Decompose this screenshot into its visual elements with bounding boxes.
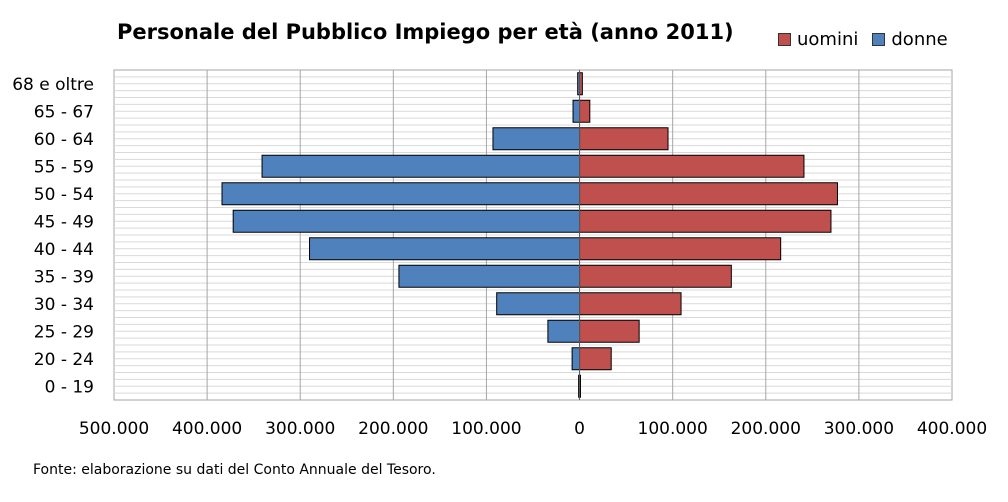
y-tick-label: 25 - 29 xyxy=(34,322,94,342)
bar-uomini xyxy=(579,99,591,123)
x-tick-label: 400.000 xyxy=(917,419,987,439)
bar-uomini xyxy=(579,347,612,371)
bar-donne xyxy=(572,99,581,123)
bar-uomini xyxy=(579,209,832,233)
bar-donne xyxy=(261,154,581,178)
bar-donne xyxy=(398,264,581,288)
y-tick-label: 50 - 54 xyxy=(34,185,94,205)
chart-title: Personale del Pubblico Impiego per età (… xyxy=(117,20,734,44)
y-tick-label: 68 e oltre xyxy=(12,75,94,95)
bar-uomini xyxy=(579,292,682,316)
bar-uomini xyxy=(579,182,838,206)
legend-item-uomini: uomini xyxy=(778,29,858,50)
y-tick-label: 45 - 49 xyxy=(34,212,94,232)
legend-item-donne: donne xyxy=(872,29,948,50)
y-tick-label: 60 - 64 xyxy=(34,130,94,150)
bar-donne xyxy=(221,182,581,206)
bar-donne xyxy=(232,209,581,233)
chart-legend: uomini donne xyxy=(778,29,962,50)
y-tick-label: 0 - 19 xyxy=(45,377,94,397)
x-tick-label: 400.000 xyxy=(172,419,242,439)
bar-uomini xyxy=(579,154,805,178)
source-note: Fonte: elaborazione su dati del Conto An… xyxy=(33,462,436,478)
bar-uomini xyxy=(579,237,782,261)
y-tick-label: 20 - 24 xyxy=(34,350,94,370)
bar-uomini xyxy=(579,127,669,151)
bar-uomini xyxy=(579,319,640,343)
y-tick-label: 65 - 67 xyxy=(34,102,94,122)
x-tick-label: 300.000 xyxy=(824,419,894,439)
bar-donne xyxy=(496,292,581,316)
x-tick-label: 500.000 xyxy=(79,419,149,439)
y-tick-label: 35 - 39 xyxy=(34,267,94,287)
bar-uomini xyxy=(579,264,732,288)
x-tick-label: 200.000 xyxy=(358,419,428,439)
y-tick-label: 55 - 59 xyxy=(34,157,94,177)
bar-donne xyxy=(309,237,581,261)
legend-label-donne: donne xyxy=(891,29,948,50)
x-tick-label: 100.000 xyxy=(638,419,708,439)
x-tick-label: 200.000 xyxy=(731,419,801,439)
x-tick-label: 300.000 xyxy=(265,419,335,439)
legend-label-uomini: uomini xyxy=(797,29,859,50)
bar-donne xyxy=(547,319,581,343)
legend-swatch-donne xyxy=(872,33,886,46)
y-tick-label: 40 - 44 xyxy=(34,240,94,260)
bar-donne xyxy=(492,127,581,151)
x-tick-label: 100.000 xyxy=(451,419,521,439)
legend-swatch-uomini xyxy=(778,33,791,46)
y-tick-label: 30 - 34 xyxy=(34,295,94,315)
x-tick-label: 0 xyxy=(574,419,585,439)
bar-donne xyxy=(571,347,581,371)
